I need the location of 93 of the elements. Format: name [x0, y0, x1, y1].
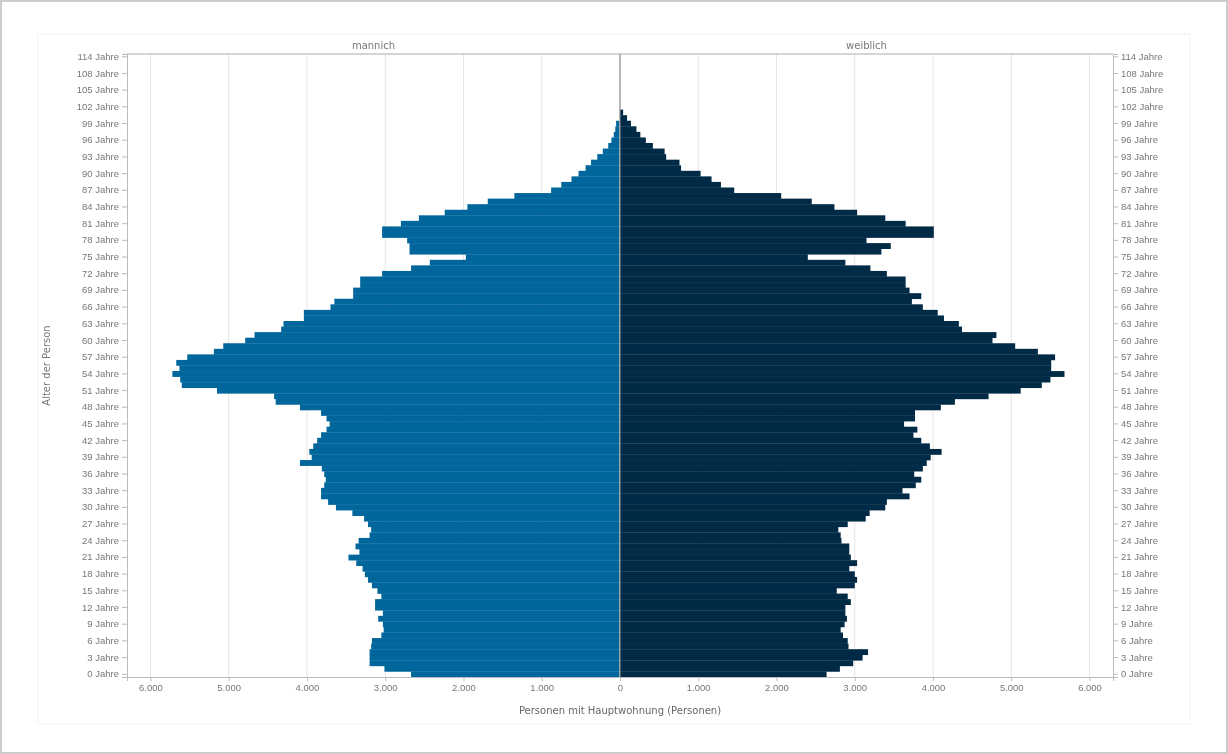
y-tick-label: 90 Jahre: [82, 167, 119, 179]
y-tick-label: 57 Jahre: [1121, 351, 1158, 363]
y-tick-label: 66 Jahre: [1121, 301, 1158, 313]
x-tick-label: 5.000: [999, 681, 1024, 693]
y-tick-label: 51 Jahre: [1121, 384, 1158, 396]
y-tick-label: 12 Jahre: [82, 601, 119, 613]
y-tick-label: 30 Jahre: [1121, 501, 1158, 513]
y-tick-label: 0 Jahre: [1121, 668, 1153, 680]
y-tick-label: 12 Jahre: [1121, 601, 1158, 613]
y-tick-label: 66 Jahre: [82, 301, 119, 313]
y-tick-label: 57 Jahre: [82, 351, 119, 363]
y-tick-label: 108 Jahre: [1121, 67, 1164, 79]
y-tick-label: 3 Jahre: [1121, 651, 1153, 663]
y-tick-label: 69 Jahre: [1121, 284, 1158, 296]
y-tick-label: 81 Jahre: [82, 217, 119, 229]
y-tick-label: 75 Jahre: [82, 251, 119, 263]
y-tick-label: 63 Jahre: [1121, 317, 1158, 329]
y-tick-label: 87 Jahre: [1121, 184, 1158, 196]
y-tick-label: 48 Jahre: [1121, 401, 1158, 413]
y-tick-label: 102 Jahre: [1121, 100, 1164, 112]
x-tick-label: 3.000: [373, 681, 398, 693]
x-tick-label: 1.000: [686, 681, 711, 693]
y-tick-label: 93 Jahre: [1121, 150, 1158, 162]
y-tick-label: 42 Jahre: [1121, 434, 1158, 446]
y-tick-label: 33 Jahre: [1121, 484, 1158, 496]
chart-title: mannich: [351, 40, 396, 51]
y-tick-label: 6 Jahre: [1121, 634, 1153, 646]
y-tick-label: 21 Jahre: [82, 551, 119, 563]
y-tick-label: 39 Jahre: [82, 451, 119, 463]
x-tick-label: 2.000: [452, 681, 476, 693]
y-tick-label: 9 Jahre: [87, 618, 119, 630]
y-tick-label: 72 Jahre: [1121, 267, 1158, 279]
x-tick-label: 4.000: [295, 681, 320, 693]
y-tick-label: 36 Jahre: [82, 468, 119, 480]
y-tick-label: 99 Jahre: [1121, 117, 1158, 129]
x-axis-title: Personen mit Hauptwohnung (Personen): [518, 705, 722, 716]
y-tick-label: 21 Jahre: [1121, 551, 1158, 563]
x-tick-label: 6.000: [139, 681, 163, 693]
y-tick-label: 96 Jahre: [1121, 134, 1158, 146]
y-tick-label: 24 Jahre: [82, 534, 119, 546]
y-tick-label: 15 Jahre: [82, 584, 119, 596]
y-tick-label: 33 Jahre: [82, 484, 119, 496]
chart-title: weiblich: [846, 40, 887, 51]
y-tick-label: 24 Jahre: [1121, 534, 1158, 546]
y-axis-title: Alter der Person: [41, 325, 52, 406]
y-tick-label: 75 Jahre: [1121, 251, 1158, 263]
y-tick-label: 60 Jahre: [1121, 334, 1158, 346]
x-tick-label: 4.000: [921, 681, 946, 693]
y-tick-label: 3 Jahre: [87, 651, 119, 663]
y-tick-label: 51 Jahre: [82, 384, 119, 396]
y-tick-label: 6 Jahre: [87, 634, 119, 646]
y-tick-label: 114 Jahre: [1121, 50, 1163, 62]
y-tick-label: 36 Jahre: [1121, 468, 1158, 480]
x-tick-label: 5.000: [217, 681, 242, 693]
y-tick-label: 78 Jahre: [82, 234, 119, 246]
y-tick-label: 60 Jahre: [82, 334, 119, 346]
y-tick-label: 48 Jahre: [82, 401, 119, 413]
y-tick-label: 102 Jahre: [76, 100, 119, 112]
y-tick-label: 54 Jahre: [82, 367, 119, 379]
x-tick-label: 6.000: [1078, 681, 1102, 693]
y-tick-label: 96 Jahre: [82, 134, 119, 146]
y-tick-label: 84 Jahre: [82, 201, 119, 213]
x-tick-label: 0: [617, 681, 624, 693]
y-tick-label: 15 Jahre: [1121, 584, 1158, 596]
y-tick-label: 84 Jahre: [1121, 201, 1158, 213]
y-tick-label: 90 Jahre: [1121, 167, 1158, 179]
y-tick-label: 27 Jahre: [82, 518, 119, 530]
y-tick-label: 93 Jahre: [82, 150, 119, 162]
y-tick-label: 78 Jahre: [1121, 234, 1158, 246]
y-tick-label: 69 Jahre: [82, 284, 119, 296]
x-tick-label: 3.000: [843, 681, 868, 693]
y-tick-label: 39 Jahre: [1121, 451, 1158, 463]
y-tick-label: 0 Jahre: [87, 668, 119, 680]
x-tick-label: 2.000: [765, 681, 789, 693]
y-tick-label: 45 Jahre: [1121, 417, 1158, 429]
y-tick-label: 81 Jahre: [1121, 217, 1158, 229]
y-tick-label: 42 Jahre: [82, 434, 119, 446]
y-tick-label: 105 Jahre: [1121, 84, 1164, 96]
y-tick-label: 114 Jahre: [77, 50, 119, 62]
y-tick-label: 63 Jahre: [82, 317, 119, 329]
y-tick-label: 87 Jahre: [82, 184, 119, 196]
y-tick-label: 54 Jahre: [1121, 367, 1158, 379]
y-tick-label: 9 Jahre: [1121, 618, 1153, 630]
y-tick-label: 30 Jahre: [82, 501, 119, 513]
y-tick-label: 72 Jahre: [82, 267, 119, 279]
y-tick-label: 99 Jahre: [82, 117, 119, 129]
y-tick-label: 18 Jahre: [1121, 568, 1158, 580]
y-tick-label: 18 Jahre: [82, 568, 119, 580]
y-tick-label: 105 Jahre: [76, 84, 119, 96]
x-tick-label: 1.000: [530, 681, 555, 693]
y-tick-label: 45 Jahre: [82, 417, 119, 429]
y-tick-label: 27 Jahre: [1121, 518, 1158, 530]
y-tick-label: 108 Jahre: [76, 67, 119, 79]
